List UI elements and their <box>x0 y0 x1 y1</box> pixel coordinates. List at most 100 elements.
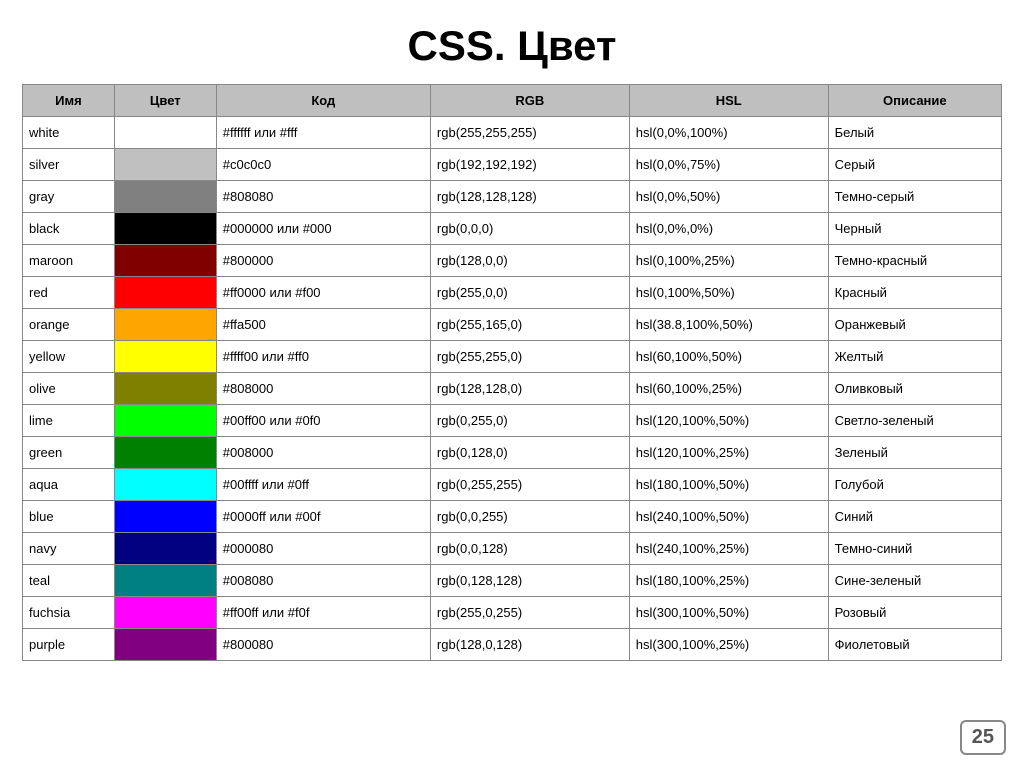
cell-swatch <box>114 213 216 245</box>
cell-swatch <box>114 309 216 341</box>
table-row: gray #808080rgb(128,128,128)hsl(0,0%,50%)… <box>23 181 1002 213</box>
cell-swatch <box>114 245 216 277</box>
table-row: silver #c0c0c0rgb(192,192,192)hsl(0,0%,75… <box>23 149 1002 181</box>
cell-code: #c0c0c0 <box>216 149 430 181</box>
cell-swatch <box>114 117 216 149</box>
cell-desc: Сине-зеленый <box>828 565 1001 597</box>
cell-desc: Красный <box>828 277 1001 309</box>
table-row: white #ffffff или #fffrgb(255,255,255)hsl… <box>23 117 1002 149</box>
cell-name: purple <box>23 629 115 661</box>
cell-rgb: rgb(255,165,0) <box>430 309 629 341</box>
color-table-wrap: Имя Цвет Код RGB HSL Описание white #ffff… <box>0 84 1024 661</box>
cell-code: #ffa500 <box>216 309 430 341</box>
table-row: yellow#ffff00 или #ff0rgb(255,255,0)hsl(… <box>23 341 1002 373</box>
cell-name: lime <box>23 405 115 437</box>
cell-desc: Фиолетовый <box>828 629 1001 661</box>
cell-code: #ff00ff или #f0f <box>216 597 430 629</box>
table-body: white#ffffff или #fffrgb(255,255,255)hsl… <box>23 117 1002 661</box>
cell-hsl: hsl(0,0%,75%) <box>629 149 828 181</box>
table-row: green#008000rgb(0,128,0)hsl(120,100%,25%… <box>23 437 1002 469</box>
cell-name: green <box>23 437 115 469</box>
cell-swatch <box>114 533 216 565</box>
cell-name: blue <box>23 501 115 533</box>
cell-hsl: hsl(180,100%,25%) <box>629 565 828 597</box>
cell-desc: Оранжевый <box>828 309 1001 341</box>
cell-hsl: hsl(60,100%,25%) <box>629 373 828 405</box>
cell-hsl: hsl(180,100%,50%) <box>629 469 828 501</box>
cell-desc: Желтый <box>828 341 1001 373</box>
cell-hsl: hsl(300,100%,25%) <box>629 629 828 661</box>
cell-desc: Белый <box>828 117 1001 149</box>
cell-rgb: rgb(0,128,0) <box>430 437 629 469</box>
cell-desc: Темно-синий <box>828 533 1001 565</box>
cell-name: silver <box>23 149 115 181</box>
cell-rgb: rgb(255,0,0) <box>430 277 629 309</box>
cell-swatch <box>114 181 216 213</box>
cell-swatch <box>114 565 216 597</box>
cell-hsl: hsl(38.8,100%,50%) <box>629 309 828 341</box>
col-header-name: Имя <box>23 85 115 117</box>
cell-desc: Светло-зеленый <box>828 405 1001 437</box>
cell-code: #ffffff или #fff <box>216 117 430 149</box>
cell-hsl: hsl(0,100%,50%) <box>629 277 828 309</box>
cell-name: aqua <box>23 469 115 501</box>
cell-code: #008000 <box>216 437 430 469</box>
cell-name: navy <box>23 533 115 565</box>
cell-code: #00ff00 или #0f0 <box>216 405 430 437</box>
cell-swatch <box>114 597 216 629</box>
cell-swatch <box>114 341 216 373</box>
cell-rgb: rgb(0,0,0) <box>430 213 629 245</box>
cell-code: #808080 <box>216 181 430 213</box>
cell-rgb: rgb(128,0,128) <box>430 629 629 661</box>
cell-code: #000080 <box>216 533 430 565</box>
cell-code: #800080 <box>216 629 430 661</box>
cell-hsl: hsl(60,100%,50%) <box>629 341 828 373</box>
table-row: maroon #800000rgb(128,0,0)hsl(0,100%,25%)… <box>23 245 1002 277</box>
cell-rgb: rgb(128,128,128) <box>430 181 629 213</box>
cell-hsl: hsl(120,100%,50%) <box>629 405 828 437</box>
cell-rgb: rgb(0,0,128) <box>430 533 629 565</box>
table-row: aqua#00ffff или #0ffrgb(0,255,255)hsl(18… <box>23 469 1002 501</box>
table-row: fuchsia#ff00ff или #f0frgb(255,0,255)hsl… <box>23 597 1002 629</box>
cell-desc: Черный <box>828 213 1001 245</box>
cell-name: olive <box>23 373 115 405</box>
col-header-hsl: HSL <box>629 85 828 117</box>
cell-desc: Зеленый <box>828 437 1001 469</box>
cell-code: #800000 <box>216 245 430 277</box>
cell-rgb: rgb(128,0,0) <box>430 245 629 277</box>
cell-name: black <box>23 213 115 245</box>
cell-rgb: rgb(192,192,192) <box>430 149 629 181</box>
cell-hsl: hsl(300,100%,50%) <box>629 597 828 629</box>
cell-desc: Темно-красный <box>828 245 1001 277</box>
cell-desc: Темно-серый <box>828 181 1001 213</box>
cell-swatch <box>114 501 216 533</box>
cell-rgb: rgb(0,128,128) <box>430 565 629 597</box>
cell-hsl: hsl(0,0%,100%) <box>629 117 828 149</box>
cell-desc: Оливковый <box>828 373 1001 405</box>
cell-name: maroon <box>23 245 115 277</box>
cell-swatch <box>114 149 216 181</box>
color-table: Имя Цвет Код RGB HSL Описание white #ffff… <box>22 84 1002 661</box>
cell-name: white <box>23 117 115 149</box>
cell-rgb: rgb(255,255,0) <box>430 341 629 373</box>
cell-rgb: rgb(128,128,0) <box>430 373 629 405</box>
page-title: CSS. Цвет <box>0 0 1024 84</box>
table-row: purple #800080rgb(128,0,128)hsl(300,100%,… <box>23 629 1002 661</box>
cell-code: #ff0000 или #f00 <box>216 277 430 309</box>
cell-code: #00ffff или #0ff <box>216 469 430 501</box>
cell-rgb: rgb(255,255,255) <box>430 117 629 149</box>
cell-hsl: hsl(240,100%,50%) <box>629 501 828 533</box>
table-header-row: Имя Цвет Код RGB HSL Описание <box>23 85 1002 117</box>
cell-hsl: hsl(0,100%,25%) <box>629 245 828 277</box>
cell-hsl: hsl(0,0%,50%) <box>629 181 828 213</box>
cell-name: gray <box>23 181 115 213</box>
cell-rgb: rgb(0,255,0) <box>430 405 629 437</box>
col-header-desc: Описание <box>828 85 1001 117</box>
table-row: red#ff0000 или #f00rgb(255,0,0)hsl(0,100… <box>23 277 1002 309</box>
cell-code: #000000 или #000 <box>216 213 430 245</box>
table-row: teal#008080rgb(0,128,128)hsl(180,100%,25… <box>23 565 1002 597</box>
cell-swatch <box>114 629 216 661</box>
table-row: blue#0000ff или #00frgb(0,0,255)hsl(240,… <box>23 501 1002 533</box>
cell-name: teal <box>23 565 115 597</box>
cell-rgb: rgb(255,0,255) <box>430 597 629 629</box>
